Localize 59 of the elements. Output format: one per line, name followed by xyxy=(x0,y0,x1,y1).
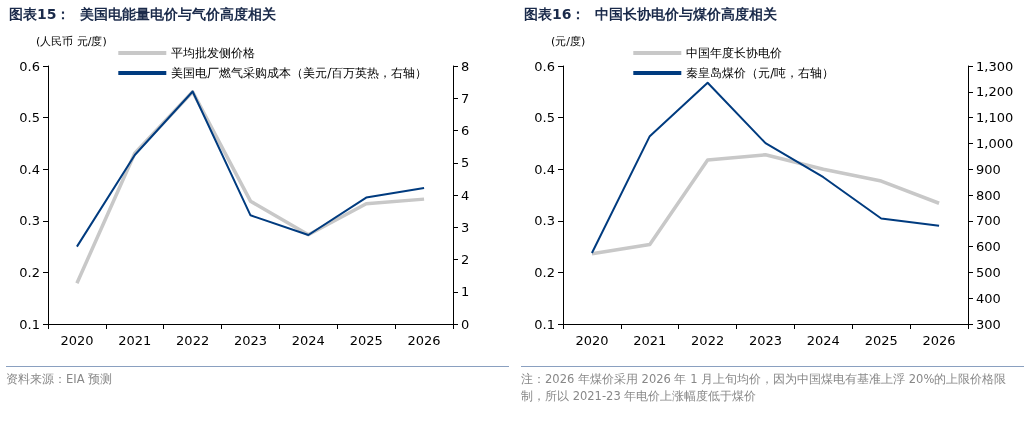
x-tick-label: 2023 xyxy=(233,333,268,348)
x-tick-label: 2022 xyxy=(691,333,725,348)
y2-tick-label: 2 xyxy=(461,252,470,267)
x-tick-label: 2023 xyxy=(748,333,783,348)
y-tick-label: 0.5 xyxy=(19,110,40,126)
x-tick-label: 2020 xyxy=(575,333,609,348)
chart-title: 图表16： 中国长协电价与煤价高度相关 xyxy=(524,6,778,22)
y2-tick-label: 1,000 xyxy=(976,135,1014,151)
x-tick-label: 2024 xyxy=(291,333,325,348)
y-tick-label: 0.2 xyxy=(534,264,555,280)
y-tick-label: 0.3 xyxy=(19,213,40,229)
y-tick-label: 0.1 xyxy=(534,316,555,332)
y2-tick-label: 600 xyxy=(976,239,1001,255)
line-series xyxy=(590,153,941,256)
y2-tick-label: 3 xyxy=(461,219,470,235)
y-axis-title: (元/度) xyxy=(551,35,586,48)
y2-tick-label: 1 xyxy=(461,284,470,300)
y-tick-label: 0.3 xyxy=(534,213,555,229)
x-tick-label: 2021 xyxy=(633,333,667,348)
y2-tick-label: 8 xyxy=(461,58,470,74)
text: 资料来源：EIA 预测 xyxy=(6,371,114,388)
y2-tick-label: 5 xyxy=(461,155,470,171)
y2-tick-label: 300 xyxy=(976,316,1001,332)
y-tick-label: 0.5 xyxy=(534,110,555,126)
y2-tick-label: 400 xyxy=(976,290,1001,306)
x-tick-label: 2020 xyxy=(60,333,94,348)
y2-tick-label: 1,300 xyxy=(976,58,1014,74)
y-tick-label: 0.6 xyxy=(534,58,555,74)
x-tick-label: 2025 xyxy=(864,333,898,348)
y-tick-label: 0.4 xyxy=(19,161,40,177)
line-series xyxy=(590,81,941,255)
text: 注：2026 年煤价采用 2026 年 1 月上旬均价，因为中国煤电有基准上浮 20%的上限价格限制，所以 2021-23 年电价上涨幅度低于煤价 xyxy=(521,371,1008,405)
y2-tick-label: 4 xyxy=(461,187,470,203)
x-tick-label: 2025 xyxy=(349,333,383,348)
y2-tick-label: 700 xyxy=(976,213,1001,229)
line-series xyxy=(75,90,426,248)
y-tick-label: 0.4 xyxy=(534,161,555,177)
chart-title: 图表15： 美国电能量电价与气价高度相关 xyxy=(9,6,277,22)
y2-tick-label: 800 xyxy=(976,187,1001,203)
y2-tick-label: 500 xyxy=(976,264,1001,280)
y2-tick-label: 1,100 xyxy=(976,110,1014,126)
y-axis-title: (人民币 元/度) xyxy=(36,35,107,48)
legend-label: 中国年度长协电价 xyxy=(686,46,783,60)
legend-label: 秦皇岛煤价（元/吨，右轴） xyxy=(686,66,835,80)
x-tick-label: 2022 xyxy=(176,333,210,348)
x-tick-label: 2021 xyxy=(118,333,152,348)
legend-label: 美国电厂燃气采购成本（美元/百万英热，右轴） xyxy=(171,66,428,80)
y-tick-label: 0.6 xyxy=(19,58,40,74)
legend-label: 平均批发侧价格 xyxy=(171,46,256,60)
y-tick-label: 0.2 xyxy=(19,264,40,280)
x-tick-label: 2026 xyxy=(407,333,441,348)
y2-tick-label: 900 xyxy=(976,161,1001,177)
y2-tick-label: 1,200 xyxy=(976,84,1014,100)
y-tick-label: 0.1 xyxy=(19,316,40,332)
x-tick-label: 2026 xyxy=(922,333,956,348)
y2-tick-label: 0 xyxy=(461,316,470,332)
x-tick-label: 2024 xyxy=(806,333,840,348)
y2-tick-label: 7 xyxy=(461,90,470,106)
y2-tick-label: 6 xyxy=(461,123,470,138)
